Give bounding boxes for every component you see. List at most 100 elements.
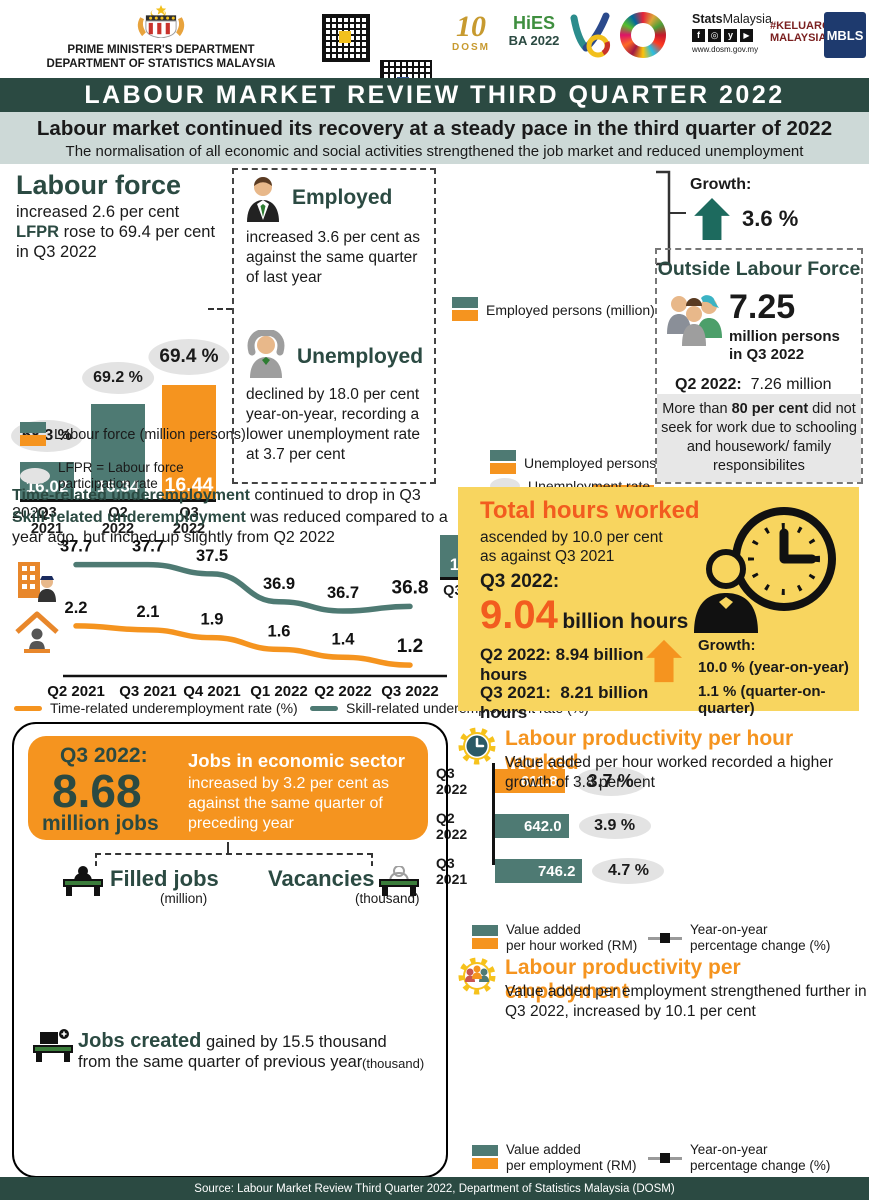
hours-growth-label: Growth:	[698, 637, 756, 654]
rate-bubble: 69.4 %	[148, 339, 230, 376]
svg-text:37.7: 37.7	[132, 538, 164, 556]
svg-text:Q1 2022: Q1 2022	[250, 683, 308, 700]
category-label: Q2 2022	[101, 505, 135, 537]
olf-row-q2: Q2 2022: 7.26 million	[675, 376, 832, 393]
olf-unit1: million persons	[729, 328, 840, 345]
category-labels: Q3 2021 Q2 2022 Q3 2022	[20, 502, 216, 537]
prod-hour-sub: Value added per hour worked recorded a h…	[505, 754, 834, 791]
jobs-header-box: Q3 2022: 8.68 million jobs Jobs in econo…	[28, 736, 428, 840]
line-swatch	[648, 932, 682, 943]
olf-big-number: 7.25	[729, 288, 796, 326]
stats-bold: Stats	[692, 12, 723, 26]
hours-growth1: 10.0 % (year-on-year)	[698, 659, 849, 676]
gear-clock-icon	[458, 727, 496, 765]
svg-text:2.1: 2.1	[137, 603, 160, 621]
underemployment-chart: Q2 2021 Q3 2021 Q4 2021 Q1 2022 Q2 2022 Q3 20…	[47, 538, 455, 720]
people-group-icon	[667, 295, 722, 346]
orange-up-arrow-icon	[646, 639, 682, 683]
vii-logo	[570, 12, 611, 58]
department-block: PRIME MINISTER'S DEPARTMENT DEPARTMENT O…	[16, 4, 306, 71]
unemployed-legend: Unemployed persons ('000)	[490, 450, 696, 476]
lfpr-legend-label: LFPR = Labour force participation rate	[58, 460, 184, 491]
teal-line-swatch	[310, 705, 338, 711]
hies-line1: HiES	[512, 13, 555, 33]
bar-swatch	[472, 925, 498, 951]
keluarga-line1: #KELUARGA	[770, 20, 839, 32]
keluarga-malaysia-logo: #KELUARGA MALAYSIA	[770, 20, 839, 44]
employed-legend-label: Employed persons (million)	[486, 302, 655, 318]
olf-title: Outside Labour Force	[657, 258, 861, 280]
building-worker-icon	[18, 562, 56, 602]
bar-labour-force-Q3 2022: 16.44	[162, 385, 216, 499]
subtitle-heading: Labour market continued its recovery at …	[36, 117, 833, 140]
bar-value: 16.34	[96, 477, 140, 496]
labour-force-line1: increased 2.6 per cent	[16, 203, 180, 221]
bar-swatch	[472, 1145, 498, 1171]
outside-labour-force-box: Outside Labour Force 7.25 million person…	[655, 248, 863, 484]
unemployed-legend-bars: Unemployed persons ('000)	[524, 455, 696, 471]
bar-value: 746.2	[537, 862, 576, 880]
svg-text:Q2 2021: Q2 2021	[47, 683, 105, 700]
work-from-home-icon	[15, 611, 59, 653]
stats-url: www.dosm.gov.my	[692, 45, 759, 54]
hies-line2: BA 2022	[508, 33, 560, 48]
subtitle-band: Labour market continued its recovery at …	[0, 112, 869, 164]
svg-text:36.8: 36.8	[392, 577, 429, 598]
growth-value: 3.6 %	[742, 206, 799, 231]
hours-row-q3: Q3 2021: 8.21 billion hours	[480, 683, 649, 722]
svg-text:1.4: 1.4	[332, 630, 356, 648]
svg-text:1.6: 1.6	[268, 622, 291, 640]
connector-dash	[208, 308, 232, 310]
prod-emp-line-legend: Year-on-year percentage change (%)	[648, 1142, 830, 1174]
employed-unemployed-panel	[232, 168, 436, 484]
prod-emp-bar-legend-label: Value added per employment (RM)	[506, 1142, 637, 1173]
labour-force-line3: in Q3 2022	[16, 243, 97, 261]
category-label: Q3 2021	[30, 505, 64, 537]
growth-label: Growth:	[690, 176, 752, 193]
title-banner: LABOUR MARKET REVIEW THIRD QUARTER 2022	[0, 78, 869, 112]
bar-column: 16.34 69.2 %	[82, 361, 154, 499]
svg-text:37.5: 37.5	[196, 547, 228, 565]
person-clock-icon	[694, 507, 836, 633]
underemployment-heading1: Time-related underemployment continued t…	[12, 487, 421, 522]
orange-line-swatch	[14, 705, 42, 711]
lfpr-legend: LFPR = Labour force participation rate	[20, 460, 230, 492]
prod-emp-title: Labour productivity per employment	[505, 956, 741, 1003]
twitter-icon: y	[724, 29, 737, 42]
chart-axis	[492, 763, 495, 865]
vacancy-desk-icon	[379, 866, 419, 896]
dosm-10-years-logo: 10 DOSM	[442, 10, 500, 54]
hours-growth2: 1.1 % (quarter-on-quarter)	[698, 683, 826, 717]
stats-malaysia-logo: StatsMalaysia f ◎ y ▶ www.dosm.gov.my	[692, 12, 772, 54]
olf-unit2: in Q3 2022	[729, 346, 805, 363]
bar-value: 642.0	[524, 817, 562, 835]
hours-sub2: as against Q3 2021	[480, 548, 615, 565]
jobs-created-desk-icon	[33, 1029, 73, 1062]
vacancies-title: Vacancies	[268, 866, 375, 891]
jobs-header-text: Jobs in economic sector increased by 3.2…	[188, 750, 405, 832]
olf-note: More than 80 per cent did not seek for w…	[657, 394, 861, 482]
employed-text: increased 3.6 per cent as against the sa…	[246, 229, 421, 286]
bar-swatch	[20, 422, 46, 448]
qr-code-dosm	[322, 14, 370, 62]
jobs-created-unit: (thousand)	[362, 1056, 425, 1071]
jobs-big-number: 8.68	[52, 765, 142, 817]
jobs-created-heading: Jobs created gained by 15.5 thousand fro…	[78, 1030, 387, 1071]
hours-row-q2: Q2 2022: 8.94 billion hours	[480, 645, 644, 684]
line-swatch	[648, 1152, 682, 1163]
dept-line2: DEPARTMENT OF STATISTICS MALAYSIA	[46, 58, 276, 70]
dosm10-number: 10	[456, 10, 486, 43]
chart-row: Q3 2021 746.2 4.7 %	[436, 855, 869, 887]
labour-force-legend-label: Labour force (million persons)	[54, 427, 246, 443]
hours-sub1: ascended by 10.0 per cent	[480, 529, 663, 546]
ellipse-swatch	[20, 468, 50, 484]
chart-row: Q2 2022 642.0 3.9 %	[436, 810, 869, 842]
mbls-label: MBLS	[826, 27, 864, 43]
category-label: Q2 2022	[436, 810, 468, 842]
svg-text:Q2 2022: Q2 2022	[314, 683, 372, 700]
bar-value: 611.8	[520, 772, 558, 790]
connector-line	[668, 212, 686, 214]
svg-text:1.2: 1.2	[397, 636, 423, 657]
prod-emp-line-legend-label: Year-on-year percentage change (%)	[690, 1142, 831, 1173]
